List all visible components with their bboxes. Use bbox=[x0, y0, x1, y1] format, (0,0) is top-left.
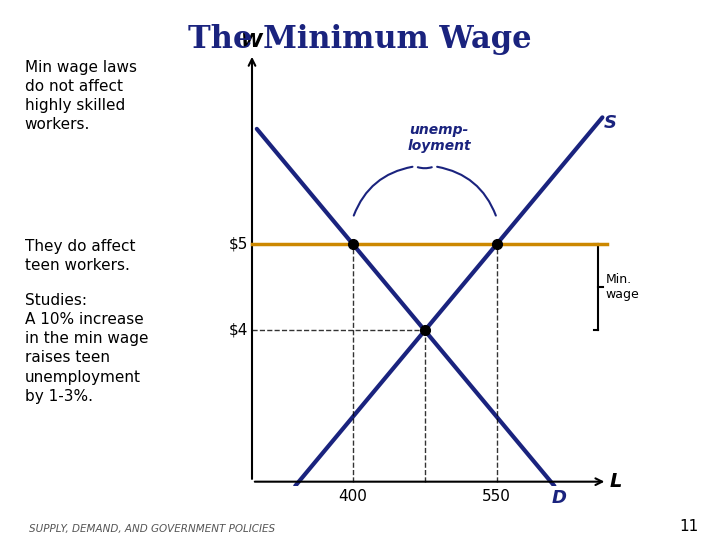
Text: Min.
wage: Min. wage bbox=[606, 273, 639, 301]
Text: L: L bbox=[610, 472, 623, 491]
Text: Studies:
A 10% increase
in the min wage
raises teen
unemployment
by 1-3%.: Studies: A 10% increase in the min wage … bbox=[24, 293, 148, 404]
Text: W: W bbox=[241, 31, 263, 51]
Text: 550: 550 bbox=[482, 489, 511, 504]
Text: $4: $4 bbox=[229, 323, 248, 338]
Text: S: S bbox=[603, 114, 616, 132]
Text: 400: 400 bbox=[338, 489, 367, 504]
Text: They do affect
teen workers.: They do affect teen workers. bbox=[24, 239, 135, 273]
Text: D: D bbox=[552, 489, 567, 507]
Text: 11: 11 bbox=[679, 518, 698, 534]
Text: unemp-
loyment: unemp- loyment bbox=[408, 123, 471, 153]
Text: $5: $5 bbox=[229, 237, 248, 252]
Text: The Minimum Wage: The Minimum Wage bbox=[188, 24, 532, 55]
Text: Min wage laws
do not affect
highly skilled
workers.: Min wage laws do not affect highly skill… bbox=[24, 60, 137, 132]
Text: SUPPLY, DEMAND, AND GOVERNMENT POLICIES: SUPPLY, DEMAND, AND GOVERNMENT POLICIES bbox=[29, 523, 275, 534]
